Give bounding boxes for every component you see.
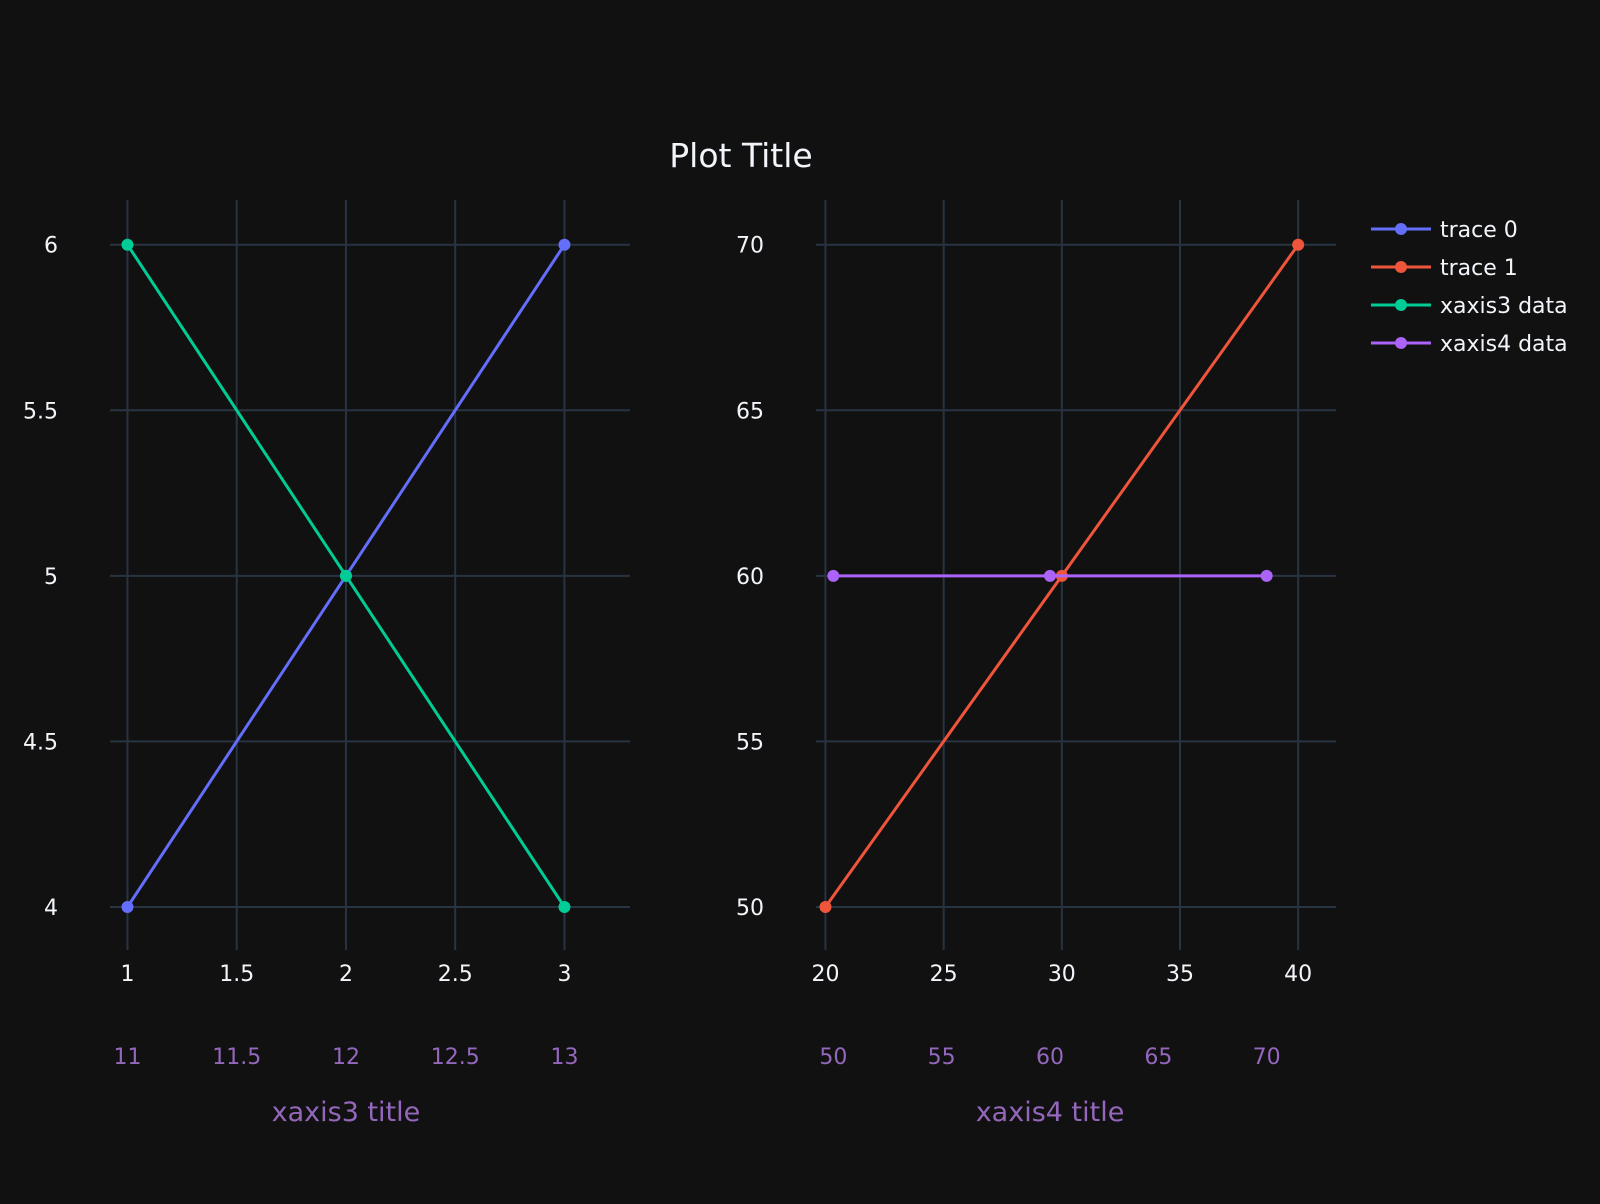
legend-label: trace 0 (1440, 218, 1518, 243)
y-tick-label: 6 (44, 234, 58, 259)
legend-label: trace 1 (1440, 256, 1518, 281)
x-tick-label: 3 (557, 962, 571, 987)
data-point (121, 900, 134, 913)
y-tick-label: 50 (736, 896, 764, 921)
secondary-x-axis-title: xaxis3 title (272, 1097, 421, 1128)
secondary-x-tick-label: 50 (819, 1045, 847, 1070)
y-tick-label: 55 (736, 730, 764, 755)
y-tick-label: 4.5 (23, 730, 58, 755)
secondary-x-tick-label: 65 (1144, 1045, 1172, 1070)
secondary-x-tick-label: 55 (928, 1045, 956, 1070)
legend-item[interactable]: trace 1 (1371, 256, 1518, 281)
secondary-x-tick-label: 70 (1253, 1045, 1281, 1070)
y-tick-label: 5.5 (23, 399, 58, 424)
data-point (1260, 569, 1273, 582)
secondary-x-tick-label: 11.5 (212, 1045, 261, 1070)
x-tick-label: 2.5 (438, 962, 473, 987)
legend-swatch-marker (1395, 223, 1407, 235)
data-point (1044, 569, 1056, 582)
x-tick-label: 35 (1166, 962, 1194, 987)
x-tick-label: 1 (120, 962, 134, 987)
secondary-x-tick-label: 11 (113, 1045, 141, 1070)
legend-item[interactable]: trace 0 (1371, 218, 1518, 243)
legend-swatch-marker (1395, 261, 1407, 273)
legend-item[interactable]: xaxis3 data (1371, 294, 1568, 319)
legend: trace 0 trace 1 xaxis3 data xaxis4 data (1371, 218, 1568, 357)
y-tick-label: 60 (736, 565, 764, 590)
secondary-x-axis-title: xaxis4 title (976, 1097, 1125, 1128)
x-tick-label: 25 (930, 962, 958, 987)
y-tick-label: 4 (44, 896, 58, 921)
data-point (1292, 238, 1305, 251)
right-subplot: 20 25 30 35 40 50 55 60 65 70 50 55 60 65 70 xaxis4 tit… (736, 200, 1336, 1128)
legend-swatch-marker (1395, 337, 1407, 349)
data-point (339, 569, 352, 582)
x-tick-label: 30 (1048, 962, 1076, 987)
y-tick-label: 70 (736, 234, 764, 259)
chart-title: Plot Title (669, 136, 812, 175)
x-tick-label: 20 (811, 962, 839, 987)
data-point (558, 238, 571, 251)
legend-label: xaxis3 data (1440, 294, 1568, 319)
data-point (121, 238, 134, 251)
x-tick-label: 2 (339, 962, 353, 987)
y-tick-label: 65 (736, 399, 764, 424)
y-tick-label: 5 (44, 565, 58, 590)
data-point (819, 900, 832, 913)
x-tick-label: 1.5 (219, 962, 254, 987)
legend-label: xaxis4 data (1440, 332, 1568, 357)
x-tick-label: 40 (1284, 962, 1312, 987)
legend-item[interactable]: xaxis4 data (1371, 332, 1568, 357)
data-point (827, 569, 840, 582)
secondary-x-tick-label: 13 (550, 1045, 578, 1070)
secondary-x-tick-label: 12 (332, 1045, 360, 1070)
secondary-x-tick-label: 12.5 (431, 1045, 480, 1070)
legend-swatch-marker (1395, 299, 1407, 311)
secondary-x-tick-label: 60 (1036, 1045, 1064, 1070)
data-point (558, 900, 571, 913)
